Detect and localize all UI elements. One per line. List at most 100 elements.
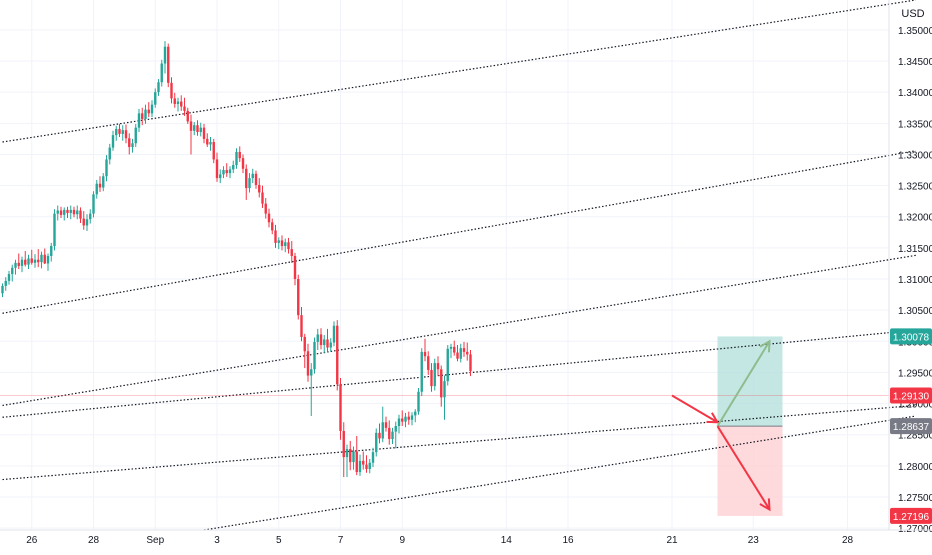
candle[interactable] <box>384 416 388 432</box>
loss-zone[interactable] <box>717 426 783 516</box>
candle[interactable] <box>274 224 277 248</box>
candle[interactable] <box>115 125 118 141</box>
candle[interactable] <box>59 206 63 218</box>
candle[interactable] <box>121 125 124 141</box>
candle[interactable] <box>102 173 105 192</box>
candle[interactable] <box>170 77 173 104</box>
candle[interactable] <box>189 114 193 155</box>
candle[interactable] <box>186 107 189 124</box>
candle[interactable] <box>303 333 306 369</box>
projection-arrow[interactable] <box>716 339 771 427</box>
candle[interactable] <box>193 122 196 136</box>
long-short-position[interactable] <box>717 336 783 516</box>
candle[interactable] <box>225 163 228 177</box>
candle[interactable] <box>258 178 261 198</box>
candle[interactable] <box>381 406 384 443</box>
candle[interactable] <box>394 421 397 449</box>
candle[interactable] <box>277 237 280 250</box>
candle[interactable] <box>11 264 14 282</box>
candle[interactable] <box>232 160 235 174</box>
candle[interactable] <box>397 414 401 434</box>
candle[interactable] <box>280 235 284 251</box>
candle[interactable] <box>176 97 180 112</box>
channel-line[interactable] <box>2 0 916 143</box>
candle[interactable] <box>89 209 92 224</box>
candle[interactable] <box>105 155 108 182</box>
candle[interactable] <box>154 88 157 108</box>
candle[interactable] <box>245 164 248 200</box>
price-label[interactable]: 1.28637 <box>890 418 932 435</box>
candle[interactable] <box>336 320 339 391</box>
candle[interactable] <box>141 107 144 126</box>
candle[interactable] <box>1 283 4 298</box>
candle[interactable] <box>238 146 241 162</box>
candle[interactable] <box>401 410 404 426</box>
candle[interactable] <box>355 435 358 476</box>
candle[interactable] <box>163 41 167 74</box>
candle[interactable] <box>46 253 50 271</box>
candle[interactable] <box>332 321 336 347</box>
candle[interactable] <box>76 205 79 220</box>
candle[interactable] <box>251 168 254 184</box>
candle[interactable] <box>37 249 40 268</box>
candle[interactable] <box>310 363 313 417</box>
candle[interactable] <box>462 341 466 357</box>
candle[interactable] <box>228 166 232 179</box>
candle[interactable] <box>69 205 72 220</box>
candle[interactable] <box>287 237 290 254</box>
candle[interactable] <box>79 207 82 223</box>
candle[interactable] <box>427 351 430 375</box>
candle[interactable] <box>306 343 310 382</box>
candle[interactable] <box>209 137 212 151</box>
candle[interactable] <box>131 138 134 153</box>
candle[interactable] <box>417 388 420 415</box>
projection-arrow[interactable] <box>671 394 720 424</box>
candle[interactable] <box>267 208 271 228</box>
candle[interactable] <box>352 446 355 470</box>
profit-zone[interactable] <box>717 336 783 427</box>
candle[interactable] <box>98 176 102 192</box>
candle[interactable] <box>391 427 394 445</box>
candle[interactable] <box>40 251 43 269</box>
candle[interactable] <box>17 253 20 270</box>
candle[interactable] <box>128 133 131 155</box>
candle[interactable] <box>449 343 453 359</box>
candle[interactable] <box>446 345 449 386</box>
candle[interactable] <box>440 365 443 407</box>
candle[interactable] <box>144 104 147 124</box>
candle[interactable] <box>300 307 303 342</box>
candle[interactable] <box>124 124 128 144</box>
candle[interactable] <box>466 342 469 361</box>
candle[interactable] <box>92 191 95 218</box>
candle[interactable] <box>206 133 209 147</box>
candle[interactable] <box>4 277 7 291</box>
candle[interactable] <box>453 340 456 356</box>
candle[interactable] <box>160 59 163 87</box>
candle[interactable] <box>95 179 98 199</box>
candle[interactable] <box>261 185 264 209</box>
candle[interactable] <box>420 348 423 397</box>
candle[interactable] <box>407 411 410 425</box>
candle[interactable] <box>410 412 414 426</box>
channel-lines[interactable] <box>0 0 916 531</box>
candle[interactable] <box>313 337 316 374</box>
candle[interactable] <box>118 123 121 138</box>
candle[interactable] <box>254 170 258 189</box>
candle[interactable] <box>264 198 267 219</box>
candle[interactable] <box>339 378 342 440</box>
candle[interactable] <box>371 447 375 468</box>
candle[interactable] <box>202 123 206 144</box>
candle[interactable] <box>297 274 300 320</box>
candle[interactable] <box>43 248 46 265</box>
candle[interactable] <box>271 218 274 235</box>
candle[interactable] <box>375 428 378 457</box>
candle[interactable] <box>147 102 150 118</box>
candle[interactable] <box>290 241 293 263</box>
price-label[interactable]: 1.29130 <box>890 387 932 404</box>
candle[interactable] <box>33 254 37 268</box>
candle[interactable] <box>167 43 170 88</box>
price-label[interactable]: 1.30078 <box>890 328 932 345</box>
candle[interactable] <box>469 350 472 377</box>
time-axis[interactable]: 26 28 Sep 3 5 7 9 14 16 21 23 28 <box>0 529 932 546</box>
